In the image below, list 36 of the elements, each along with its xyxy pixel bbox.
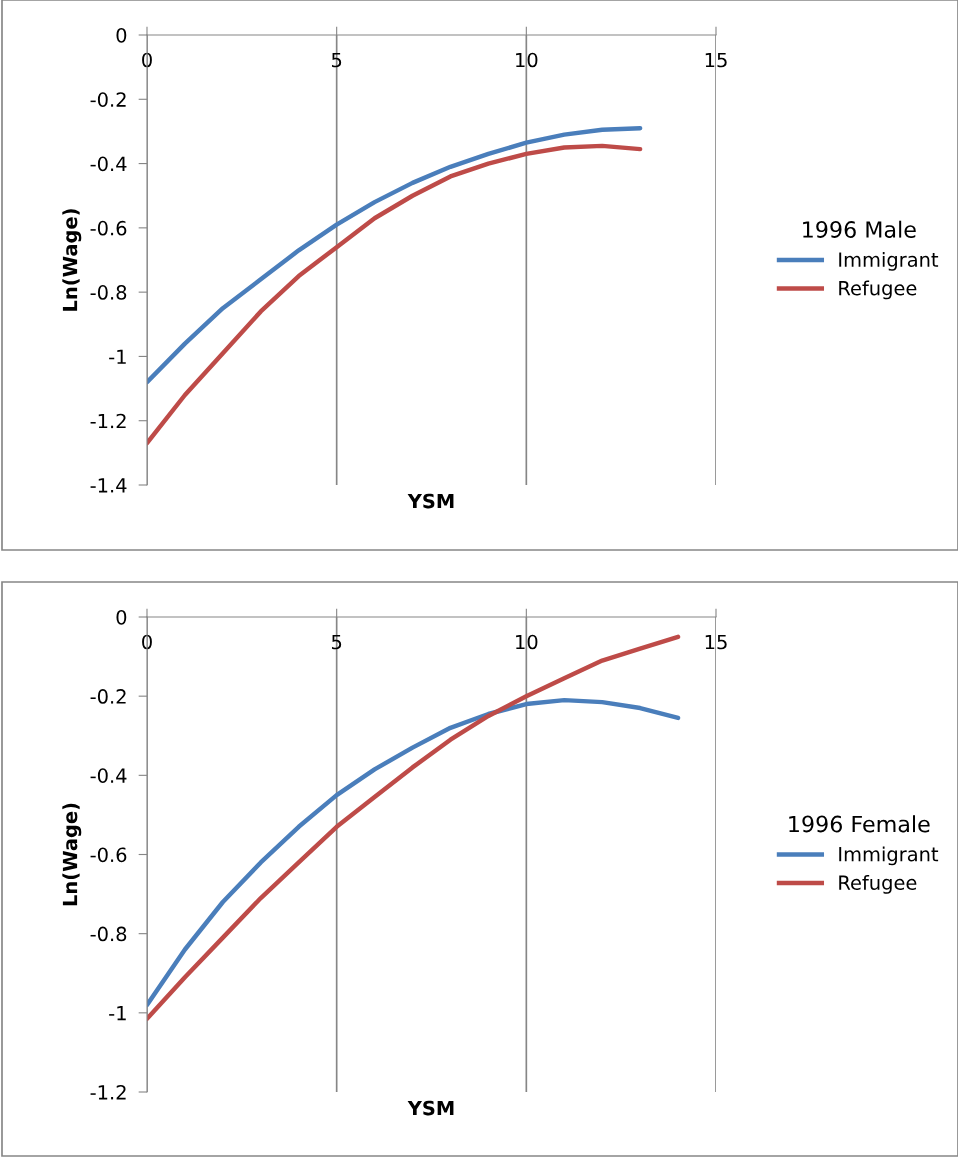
y-tick-label: -1.2: [90, 413, 126, 429]
legend-title: 1996 Female: [789, 815, 930, 833]
legend-title: 1996 Male: [803, 220, 916, 238]
y-axis-title: Ln(Wage): [62, 209, 82, 311]
y-tick-label: -0.6: [90, 847, 127, 863]
legend-label: Refugee: [839, 874, 917, 894]
y-tick-label: -0.4: [90, 156, 127, 172]
legend-label: Immigrant: [839, 846, 939, 866]
y-tick-label: -0.2: [90, 689, 126, 704]
line-series: [147, 143, 643, 446]
x-tick-label: 15: [705, 52, 727, 68]
x-tick-label: 0: [142, 52, 152, 68]
y-tick-label: -0.2: [90, 92, 126, 107]
y-tick-label: -0.8: [90, 926, 127, 942]
x-axis-title: YSM: [407, 1100, 454, 1116]
y-tick-label: -0.4: [90, 768, 127, 783]
y-tick-label: -1.4: [90, 478, 127, 493]
legend-label: Refugee: [839, 280, 917, 300]
legend-label: Immigrant: [839, 251, 939, 271]
x-tick-label: 5: [331, 634, 342, 650]
y-tick-label: -0.8: [90, 285, 127, 300]
x-tick-label: 10: [516, 52, 538, 68]
y-tick-label: -0.6: [90, 220, 127, 236]
line-series: [147, 125, 643, 385]
x-tick-label: 5: [331, 52, 342, 68]
y-tick-label: 0: [116, 27, 127, 43]
x-tick-label: 0: [142, 634, 152, 650]
line-series: [147, 697, 681, 1008]
x-tick-label: 15: [705, 634, 727, 650]
y-tick-label: -1: [109, 349, 126, 364]
y-tick-label: 0: [116, 609, 127, 625]
y-tick-label: -1.2: [90, 1084, 126, 1100]
y-axis-title: Ln(Wage): [62, 803, 82, 906]
x-tick-label: 10: [516, 634, 538, 650]
x-axis-title: YSM: [407, 493, 454, 509]
y-tick-label: -1: [109, 1006, 126, 1021]
